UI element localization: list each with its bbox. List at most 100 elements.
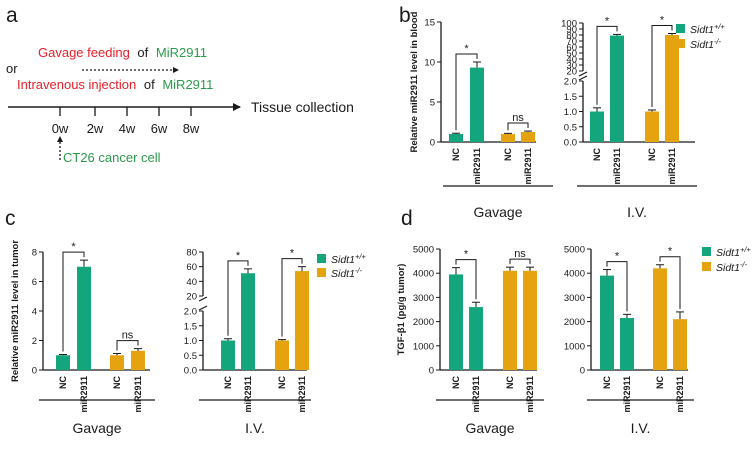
y-tick-label: 5000 (564, 245, 585, 256)
y-tick-label: 10 (424, 58, 435, 69)
y-tick-label: 0.0 (564, 138, 577, 149)
y-tick-label: 6 (32, 277, 37, 288)
significance-bracket (606, 261, 628, 312)
x-tick-label: NC (655, 376, 665, 389)
y-tick-label: 70 (566, 37, 577, 48)
chart-d-iv: 0 1000 2000 3000 4000 5000 NC miR2911 NC miR2911 *… (564, 245, 694, 436)
bar (110, 355, 124, 370)
tissue-collection-label: Tissue collection (251, 99, 354, 115)
bar (56, 355, 70, 370)
significance-bracket (227, 260, 249, 336)
y-tick-label: 2000 (564, 317, 585, 328)
y-tick-label: 2 (32, 336, 37, 347)
x-tick-label: miR2911 (612, 148, 622, 185)
legend-b-wt-swatch (676, 24, 685, 33)
legend-c-wt-label: Sidt1+/+ (331, 252, 366, 266)
group-label: Gavage (72, 420, 121, 436)
significance-bracket (116, 340, 139, 351)
bar (469, 307, 483, 370)
significance-bracket (62, 251, 85, 352)
bar (221, 340, 235, 370)
panel-a-letter: a (6, 4, 18, 27)
x-tick-label: NC (602, 376, 612, 389)
significance-label: * (464, 249, 469, 261)
timeline-week-label: 8w (183, 121, 200, 136)
y-tick-label: 0.0 (184, 366, 197, 377)
y-axis-label: TGF-β1 (pg/g tumor) (396, 264, 407, 356)
legend-d-ko-swatch (702, 262, 711, 271)
y-tick-label: 50 (566, 49, 577, 60)
legend-c-wt-swatch (317, 254, 326, 263)
panel-d-letter: d (401, 207, 413, 230)
chart-d-gavage: 0 1000 2000 3000 4000 5000 TGF-β1 (pg/g tumor)… (396, 245, 544, 436)
route-iv-method: Intravenous injection (17, 77, 136, 92)
bar (449, 134, 463, 142)
y-tick-label: 100 (561, 19, 577, 30)
x-tick-label: miR2911 (472, 148, 482, 185)
y-tick-label: 80 (186, 248, 197, 259)
panel-a: a or Gavage feeding of MiR2911 Intraveno… (6, 4, 354, 165)
axis-break-mark (198, 296, 208, 302)
y-tick-label: 3000 (564, 293, 585, 304)
y-tick-label: 1000 (413, 341, 434, 352)
y-tick-label: 8 (32, 248, 37, 259)
significance-label: * (236, 250, 241, 262)
group-label: Gavage (473, 204, 522, 220)
bar (673, 319, 687, 370)
significance-label: * (605, 15, 610, 27)
x-tick-label: NC (451, 376, 461, 389)
significance-label: * (668, 246, 673, 258)
chart-c-iv: 0.0 0.5 1.0 1.5 2.0 20 40 60 80 NC miR2911 NC miR291… (184, 248, 311, 436)
y-tick-label: 40 (566, 55, 577, 66)
y-tick-label: 1.5 (564, 92, 577, 103)
x-tick-label: miR2911 (667, 148, 677, 185)
bar (600, 275, 614, 370)
legend-b: Sidt1+/+ Sidt1-/- (676, 22, 725, 51)
y-tick-label: 3000 (413, 293, 434, 304)
or-label: or (6, 61, 18, 76)
x-tick-label: miR2911 (471, 376, 481, 413)
x-tick-label: miR2911 (525, 376, 535, 413)
bar (77, 266, 91, 370)
panel-c-letter: c (5, 207, 16, 230)
legend-c-ko-swatch (317, 268, 326, 277)
significance-label: ns (514, 248, 526, 260)
x-tick-label: NC (592, 148, 602, 161)
y-axis-label: Relative miR2911 level in blood (409, 11, 420, 152)
bar (645, 111, 659, 142)
significance-bracket (455, 53, 478, 131)
y-tick-label: 4 (32, 307, 37, 318)
y-tick-label: 15 (424, 18, 435, 29)
y-tick-label: 0.5 (184, 351, 197, 362)
bar (449, 274, 463, 370)
x-tick-label: miR2911 (675, 376, 685, 413)
ct26-label: CT26 cancer cell (63, 150, 161, 165)
significance-bracket (651, 25, 673, 107)
bar (131, 350, 145, 370)
route-gavage-agent: MiR2911 (156, 45, 207, 60)
x-tick-label: NC (277, 376, 287, 389)
bar (653, 268, 667, 370)
significance-label: * (464, 43, 469, 55)
legend-c-ko-label: Sidt1-/- (331, 266, 363, 280)
timeline-week-label: 4w (119, 121, 136, 136)
y-tick-label: 0 (429, 366, 434, 377)
y-tick-label: 5000 (413, 245, 434, 256)
bar (523, 270, 537, 370)
route-iv: Intravenous injection of MiR2911 (17, 77, 213, 92)
axis-break-mark (578, 75, 588, 81)
group-label: I.V. (631, 420, 651, 436)
y-tick-label: 5 (430, 98, 435, 109)
legend-c: Sidt1+/+ Sidt1-/- (317, 252, 366, 280)
timeline-week-label: 2w (87, 121, 104, 136)
axis-break-mark (198, 305, 208, 311)
y-tick-label: 2000 (413, 317, 434, 328)
y-tick-label: 40 (186, 277, 197, 288)
x-tick-label: miR2911 (297, 376, 307, 413)
y-tick-label: 90 (566, 25, 577, 36)
x-tick-label: NC (503, 148, 513, 161)
y-tick-label: 20 (566, 67, 577, 78)
x-tick-label: NC (58, 376, 68, 389)
group-label: I.V. (245, 420, 265, 436)
